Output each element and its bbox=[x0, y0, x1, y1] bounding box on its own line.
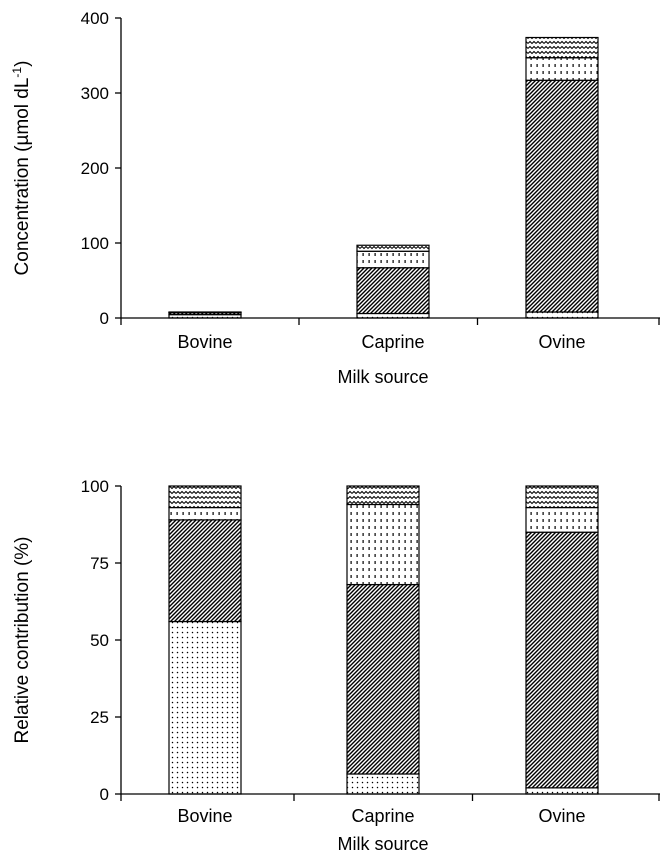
y-tick-label: 25 bbox=[90, 708, 109, 727]
y-tick-label: 50 bbox=[90, 631, 109, 650]
y-tick-label: 400 bbox=[81, 9, 109, 28]
bar-segment-diagonal-caprine bbox=[346, 583, 420, 775]
bar-segment-dots-caprine bbox=[346, 773, 420, 795]
bar-segment-diagonal-ovine bbox=[525, 79, 599, 313]
chart-panel-top: 0 100 200 300 400 Bovine Caprine Ovine Milk sour… bbox=[10, 9, 660, 387]
y-axis-label: Relative contribution (%) bbox=[12, 537, 33, 744]
bar-segment-dashes-caprine bbox=[346, 503, 420, 586]
y-tick-label: 75 bbox=[90, 554, 109, 573]
category-label-caprine: Caprine bbox=[361, 332, 424, 352]
y-tick-label: 300 bbox=[81, 84, 109, 103]
bar-segment-zigzag-caprine bbox=[346, 485, 420, 506]
category-label-ovine: Ovine bbox=[538, 806, 585, 826]
category-label-bovine: Bovine bbox=[177, 332, 232, 352]
y-axis-label: Concentration (µmol dL-1) bbox=[10, 61, 33, 276]
bar-segment-dots-ovine bbox=[525, 787, 599, 795]
y-axis-label-superscript: -1 bbox=[10, 67, 24, 78]
bar-segment-zigzag-bovine bbox=[168, 485, 242, 509]
bar-segment-diagonal-caprine bbox=[356, 267, 430, 315]
bar-segment-zigzag-ovine bbox=[525, 36, 599, 59]
y-tick-label: 100 bbox=[81, 234, 109, 253]
category-label-caprine: Caprine bbox=[351, 806, 414, 826]
bar-segment-zigzag-caprine bbox=[356, 244, 430, 252]
category-label-bovine: Bovine bbox=[177, 806, 232, 826]
bar-segment-dashes-ovine bbox=[525, 57, 599, 81]
y-tick-label: 200 bbox=[81, 159, 109, 178]
bar-segment-dashes-ovine bbox=[525, 506, 599, 533]
y-tick-label: 0 bbox=[100, 785, 109, 804]
category-label-ovine: Ovine bbox=[538, 332, 585, 352]
bar-segment-diagonal-bovine bbox=[168, 519, 242, 623]
bar-segment-dots-caprine bbox=[356, 312, 430, 319]
bar-segment-dots-ovine bbox=[525, 311, 599, 319]
y-tick-label: 0 bbox=[100, 309, 109, 328]
bar-segment-dots-bovine bbox=[168, 620, 242, 795]
chart-panel-bottom: 0 25 50 75 100 Bovine Caprine Ovine Milk source R… bbox=[12, 477, 660, 854]
bar-segment-dashes-bovine bbox=[168, 506, 242, 521]
y-tick-label: 100 bbox=[81, 477, 109, 496]
bar-segment-zigzag-ovine bbox=[525, 485, 599, 509]
x-axis-label: Milk source bbox=[337, 834, 428, 854]
bar-segment-diagonal-ovine bbox=[525, 531, 599, 789]
bar-segment-dashes-caprine bbox=[356, 250, 430, 269]
x-axis-label: Milk source bbox=[337, 367, 428, 387]
